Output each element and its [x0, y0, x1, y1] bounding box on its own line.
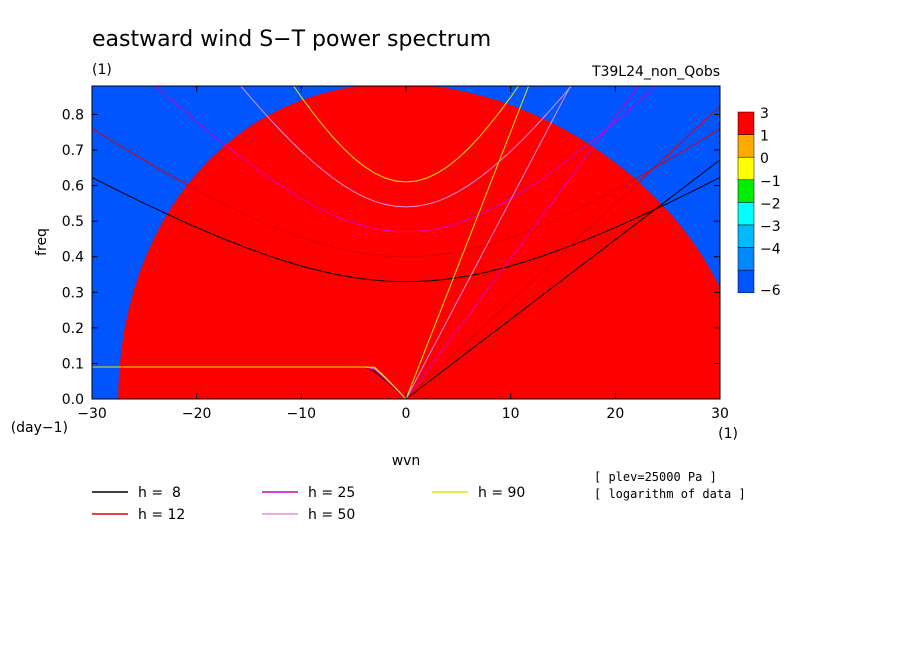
- y-axis-title: freq: [34, 228, 50, 256]
- colorbar-swatch: [737, 247, 755, 271]
- kelvin-curve-h25: [405, 86, 640, 399]
- colorbar-swatch: [737, 134, 755, 158]
- y-tick-label: 0.0: [62, 392, 84, 408]
- x-tick-label: −20: [182, 406, 212, 422]
- x-tick-label: 20: [606, 406, 624, 422]
- kelvin-curve-h50: [405, 86, 572, 399]
- legend-label-h90: h = 90: [478, 485, 525, 501]
- x-axis: −30 −20 −10 0 10 20 30: [77, 86, 729, 422]
- y-tick-label: 0.6: [62, 179, 84, 195]
- gravity-curve-h90: [292, 86, 520, 183]
- colorbar-swatch: [737, 202, 755, 226]
- colorbar-label: −6: [760, 283, 781, 299]
- kelvin-curve-h8: [405, 159, 720, 399]
- contour-level-1: [118, 86, 720, 399]
- x-tick-label: −10: [287, 406, 317, 422]
- x-unit-label: (1): [718, 426, 738, 442]
- x-tick-label: −30: [77, 406, 107, 422]
- legend-label-h8: h = 8: [138, 485, 181, 501]
- y-tick-label: 0.1: [62, 356, 84, 372]
- y-tick-label: 0.2: [62, 321, 84, 337]
- y-tick-label: 0.3: [62, 285, 84, 301]
- colorbar-swatch: [737, 224, 755, 248]
- colorbar-label: −1: [760, 174, 781, 190]
- colorbar-swatch: [737, 111, 755, 135]
- gravity-curve-h50: [240, 86, 572, 208]
- legend-label-h25: h = 25: [308, 485, 355, 501]
- chart-subtitle-right: T39L24_non_Qobs: [591, 64, 720, 80]
- plot-area: [92, 86, 720, 399]
- colorbar: 3 1 0 −1 −2 −3 −4 −6: [737, 106, 781, 299]
- chart-title: eastward wind S−T power spectrum: [92, 27, 491, 52]
- dispersion-curves: [92, 86, 720, 399]
- colorbar-swatch: [737, 269, 755, 294]
- gravity-curve-h8: [92, 177, 720, 283]
- colorbar-label: −4: [760, 242, 781, 258]
- kelvin-curve-h12: [405, 105, 720, 399]
- gravity-curve-h25: [154, 86, 658, 233]
- colorbar-label: −2: [760, 196, 781, 212]
- log-note: [ logarithm of data ]: [594, 487, 746, 501]
- chart-subtitle-left: (1): [92, 62, 112, 78]
- y-tick-label: 0.8: [62, 107, 84, 123]
- colorbar-swatch: [737, 156, 755, 181]
- x-axis-title: wvn: [392, 453, 421, 469]
- legend-label-h12: h = 12: [138, 507, 185, 523]
- colorbar-label: 1: [760, 129, 769, 145]
- x-tick-label: 30: [711, 406, 729, 422]
- y-tick-label: 0.5: [62, 214, 84, 230]
- y-axis: 0.0 0.1 0.2 0.3 0.4 0.5 0.6 0.7 0.8: [62, 107, 720, 408]
- y-tick-label: 0.7: [62, 143, 84, 159]
- colorbar-label: 0: [760, 151, 769, 167]
- legend: h = 8 h = 12 h = 25 h = 50 h = 90: [92, 485, 525, 523]
- rossby-curve-h90: [92, 366, 407, 399]
- x-tick-label: 10: [502, 406, 520, 422]
- colorbar-label: −3: [760, 219, 781, 235]
- colorbar-swatch: [737, 179, 755, 203]
- y-tick-label: 0.4: [62, 250, 84, 266]
- kelvin-curve-h90: [405, 86, 530, 399]
- plev-note: [ plev=25000 Pa ]: [594, 470, 717, 484]
- legend-label-h50: h = 50: [308, 507, 355, 523]
- x-tick-label: 0: [402, 406, 411, 422]
- gravity-curve-h12: [92, 128, 720, 258]
- colorbar-label: 3: [760, 106, 769, 122]
- y-unit-label: (day−1): [11, 420, 68, 436]
